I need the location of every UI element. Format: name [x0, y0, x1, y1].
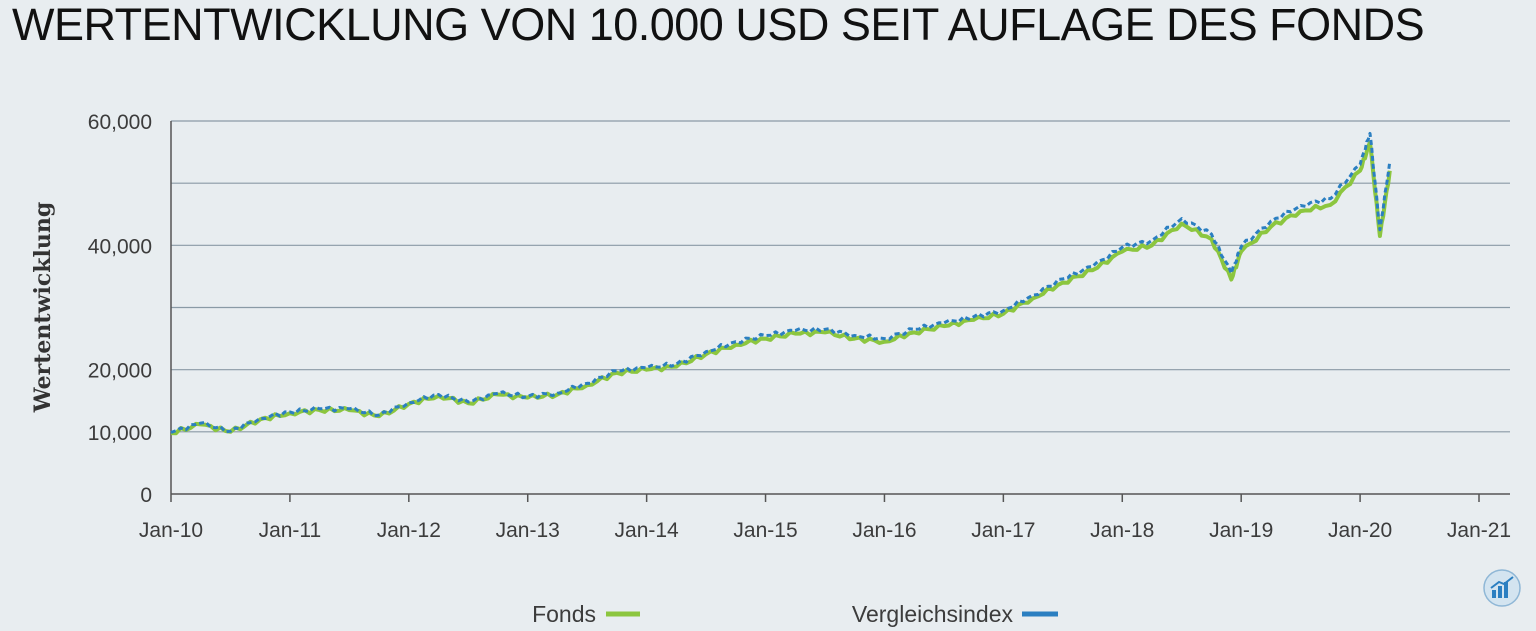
- y-tick-label: 10,000: [88, 422, 152, 445]
- x-tick-label: Jan-15: [733, 519, 797, 542]
- chart-growth-icon[interactable]: [1483, 569, 1521, 607]
- x-tick-label: Jan-19: [1209, 519, 1273, 542]
- chart-title: WERTENTWICKLUNG VON 10.000 USD SEIT AUFL…: [12, 0, 1425, 50]
- y-axis-label: Wertentwicklung: [30, 202, 56, 413]
- x-tick-label: Jan-13: [496, 519, 560, 542]
- x-tick-label: Jan-11: [259, 519, 322, 542]
- y-tick-label: 0: [140, 484, 152, 507]
- x-tick-label: Jan-20: [1328, 519, 1392, 542]
- series-line-fonds: [170, 140, 1392, 436]
- y-tick-labels: 0 10,000 20,000 40,000 60,000: [88, 111, 152, 507]
- legend: Fonds Vergleichsindex: [532, 601, 1058, 627]
- x-tick-label: Jan-12: [377, 519, 441, 542]
- y-tick-label: 20,000: [88, 360, 152, 383]
- x-tick-label: Jan-16: [852, 519, 916, 542]
- y-tick-label: 60,000: [88, 111, 152, 134]
- series-lines: [170, 131, 1392, 436]
- x-tick-label: Jan-21: [1447, 519, 1511, 542]
- legend-label-fonds: Fonds: [532, 601, 596, 627]
- grid-lines: [171, 120, 1510, 433]
- x-tick-label: Jan-17: [971, 519, 1035, 542]
- y-tick-label: 40,000: [88, 235, 152, 258]
- x-tick-label: Jan-10: [139, 519, 203, 542]
- legend-label-vergleichsindex: Vergleichsindex: [852, 601, 1014, 627]
- x-tick-label: Jan-18: [1090, 519, 1154, 542]
- series-line-vergleichsindex: [170, 131, 1392, 434]
- x-tick-label: Jan-14: [615, 519, 680, 542]
- x-tick-labels: Jan-10 Jan-11 Jan-12 Jan-13 Jan-14 Jan-15 Jan-…: [139, 494, 1511, 542]
